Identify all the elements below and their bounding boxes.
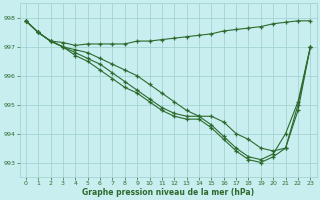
X-axis label: Graphe pression niveau de la mer (hPa): Graphe pression niveau de la mer (hPa)	[82, 188, 254, 197]
